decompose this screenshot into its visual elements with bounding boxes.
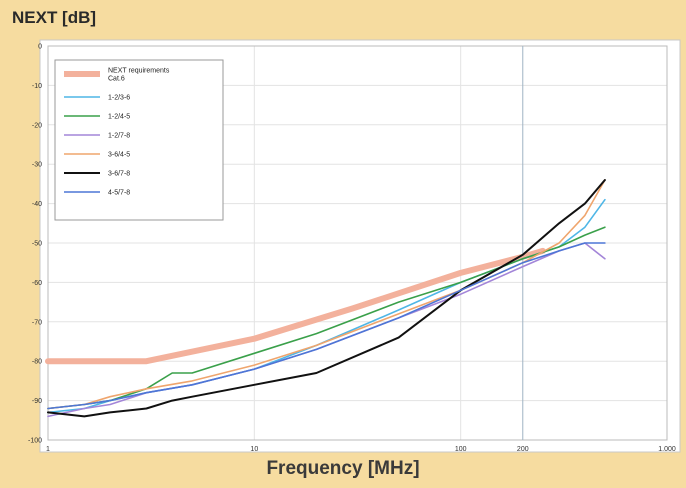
y-tick-label: -60 — [32, 280, 42, 287]
chart-title: NEXT [dB] — [12, 8, 97, 27]
y-tick-label: -70 — [32, 319, 42, 326]
series-line-6 — [47, 242, 606, 410]
y-tick-label: -10 — [32, 83, 42, 90]
legend-label-1: 1-2/3-6 — [108, 95, 130, 102]
y-tick-label: -90 — [32, 398, 42, 405]
legend-label-4: 3-6/4-5 — [108, 152, 130, 159]
x-tick-label: 1.000 — [658, 446, 676, 453]
y-axis-ticks: 0 -10 -20 -30 -40 -50 -60 -70 -80 -90 -100 — [28, 44, 42, 445]
legend-label-2: 1-2/4-5 — [108, 114, 130, 121]
legend-label-0: NEXT requirements Cat.6 — [108, 68, 170, 83]
legend-box — [54, 59, 224, 221]
legend: NEXT requirements Cat.6 1-2/3-6 1-2/4-5 1-2/… — [54, 59, 224, 221]
x-tick-label: 200 — [517, 446, 529, 453]
x-axis-label: Frequency [MHz] — [266, 458, 420, 479]
y-tick-label: -30 — [32, 162, 42, 169]
legend-label-5: 3-6/7-8 — [108, 171, 130, 178]
series-line-5 — [47, 179, 606, 418]
series-line-0 — [45, 247, 546, 365]
series-line-4 — [47, 179, 606, 410]
y-tick-label: -20 — [32, 122, 42, 129]
x-tick-label: 10 — [250, 446, 258, 453]
x-tick-label: 1 — [46, 446, 50, 453]
y-tick-label: -40 — [32, 201, 42, 208]
legend-label-6: 4-5/7-8 — [108, 190, 130, 197]
legend-label-3: 1-2/7-8 — [108, 133, 130, 140]
y-tick-label: -100 — [28, 438, 42, 445]
y-tick-label: -80 — [32, 359, 42, 366]
plot-frame — [47, 45, 668, 441]
series-group — [45, 179, 606, 418]
x-tick-label: 100 — [455, 446, 467, 453]
y-tick-label: 0 — [38, 44, 42, 51]
x-axis-ticks: 1 10 100 200 1.000 — [46, 446, 676, 453]
y-tick-label: -50 — [32, 241, 42, 248]
